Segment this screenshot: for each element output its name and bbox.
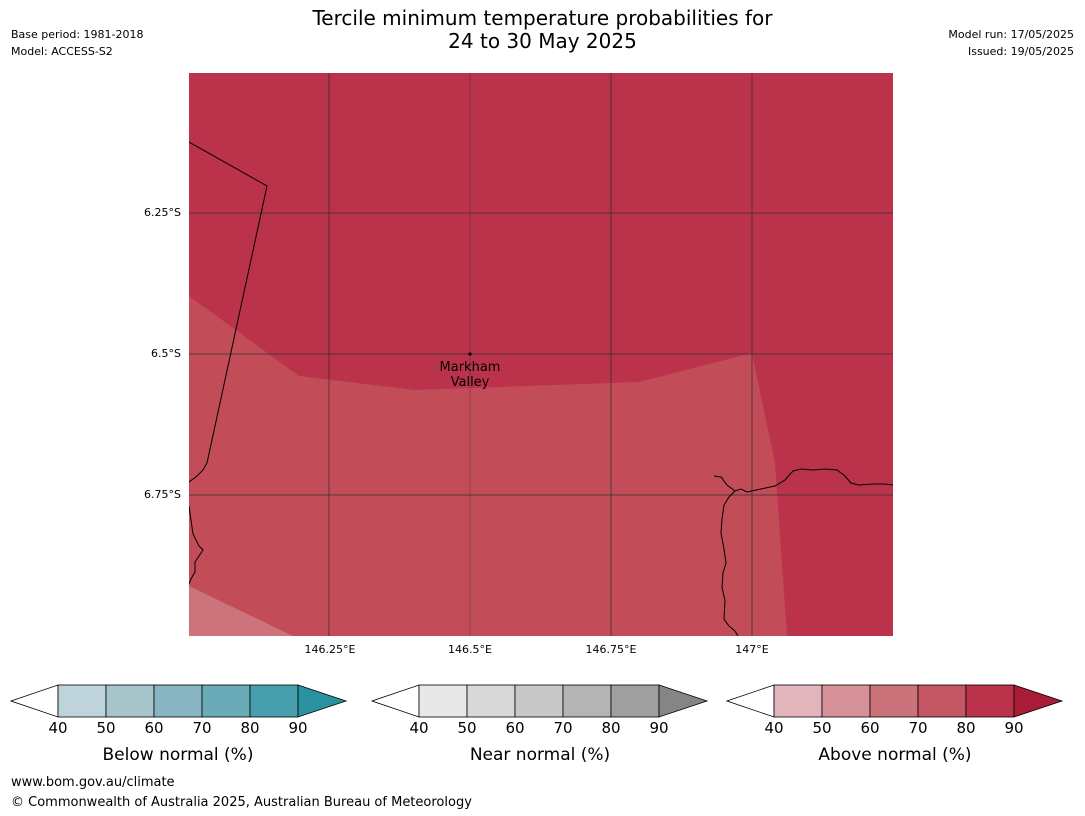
colorbar-over-extension <box>297 684 348 718</box>
footer-copyright: © Commonwealth of Australia 2025, Austra… <box>11 795 472 810</box>
coastline-borders <box>189 141 893 636</box>
colorbar-segment <box>201 684 251 718</box>
colorbar-above-normal <box>726 684 1064 718</box>
probability-map <box>189 73 893 636</box>
colorbar-under-extension <box>371 684 420 718</box>
colorbar-under-extension <box>726 684 775 718</box>
colorbar-tick-label: 60 <box>144 719 164 737</box>
meta-left: Base period: 1981-2018 Model: ACCESS-S2 <box>11 26 143 60</box>
colorbar-segment <box>562 684 612 718</box>
colorbar-tick-label: 50 <box>457 719 477 737</box>
huon-gulf-coastline <box>713 468 893 493</box>
colorbar-tick-label: 90 <box>1004 719 1024 737</box>
colorbar-segment <box>514 684 564 718</box>
colorbar-segment <box>105 684 155 718</box>
model-text: Model: ACCESS-S2 <box>11 45 113 58</box>
colorbar-tick-label: 40 <box>48 719 68 737</box>
colorbar-segment <box>249 684 299 718</box>
title-line-2: 24 to 30 May 2025 <box>448 29 637 53</box>
lat-label-6-5: 6.5°S <box>151 347 181 360</box>
colorbar-tick-label: 80 <box>956 719 976 737</box>
colorbar-segment <box>610 684 660 718</box>
colorbar-segment <box>821 684 871 718</box>
colorbar-segment <box>965 684 1015 718</box>
colorbar-segment <box>869 684 919 718</box>
colorbar-tick-label: 90 <box>288 719 308 737</box>
colorbar-tick-label: 90 <box>649 719 669 737</box>
colorbar-label-above: Above normal (%) <box>818 745 972 765</box>
place-label-markham-valley: Markham Valley <box>410 360 530 390</box>
colorbar-segment <box>773 684 823 718</box>
colorbar-tick-label: 60 <box>860 719 880 737</box>
graticule <box>189 73 893 636</box>
place-label-line-1: Markham <box>439 360 501 375</box>
lat-label-6-75: 6.75°S <box>144 488 181 501</box>
colorbar-tick-label: 40 <box>409 719 429 737</box>
colorbar-tick-label: 40 <box>764 719 784 737</box>
colorbar-near-normal <box>371 684 709 718</box>
colorbar-segment <box>466 684 516 718</box>
lon-label-146-25: 146.25°E <box>304 643 356 656</box>
lon-label-146-75: 146.75°E <box>585 643 637 656</box>
title-line-1: Tercile minimum temperature probabilitie… <box>312 6 773 30</box>
colorbar-tick-label: 50 <box>96 719 116 737</box>
colorbar-tick-label: 50 <box>812 719 832 737</box>
issued-text: Issued: 19/05/2025 <box>967 45 1074 58</box>
lon-label-147: 147°E <box>735 643 769 656</box>
place-label-line-2: Valley <box>450 375 490 390</box>
colorbar-tick-label: 70 <box>553 719 573 737</box>
colorbar-label-near: Near normal (%) <box>469 745 611 765</box>
lat-label-6-25: 6.25°S <box>144 206 181 219</box>
colorbar-over-extension <box>658 684 709 718</box>
colorbar-under-extension <box>10 684 59 718</box>
colorbar-segment <box>917 684 967 718</box>
colorbar-tick-label: 70 <box>192 719 212 737</box>
lon-label-146-5: 146.5°E <box>448 643 492 656</box>
chart-title: Tercile minimum temperature probabilitie… <box>0 7 1085 53</box>
province-boundary <box>189 141 268 483</box>
west-coastline <box>189 505 204 585</box>
colorbar-over-extension <box>1013 684 1064 718</box>
markham-valley-marker <box>468 352 472 356</box>
east-coastline <box>720 490 739 636</box>
colorbar-tick-label: 60 <box>505 719 525 737</box>
colorbar-below-normal <box>10 684 348 718</box>
colorbar-segment <box>153 684 203 718</box>
footer-url[interactable]: www.bom.gov.au/climate <box>11 775 175 790</box>
map-zone-above-60-70 <box>189 586 293 636</box>
colorbar-segment <box>57 684 107 718</box>
meta-right: Model run: 17/05/2025 Issued: 19/05/2025 <box>948 26 1074 60</box>
map-zone-above-70-80 <box>189 296 787 636</box>
colorbar-label-below: Below normal (%) <box>102 745 254 765</box>
colorbar-tick-label: 80 <box>601 719 621 737</box>
colorbar-tick-label: 70 <box>908 719 928 737</box>
colorbar-segment <box>418 684 468 718</box>
colorbar-tick-label: 80 <box>240 719 260 737</box>
base-period-text: Base period: 1981-2018 <box>11 28 144 41</box>
model-run-text: Model run: 17/05/2025 <box>948 28 1074 41</box>
